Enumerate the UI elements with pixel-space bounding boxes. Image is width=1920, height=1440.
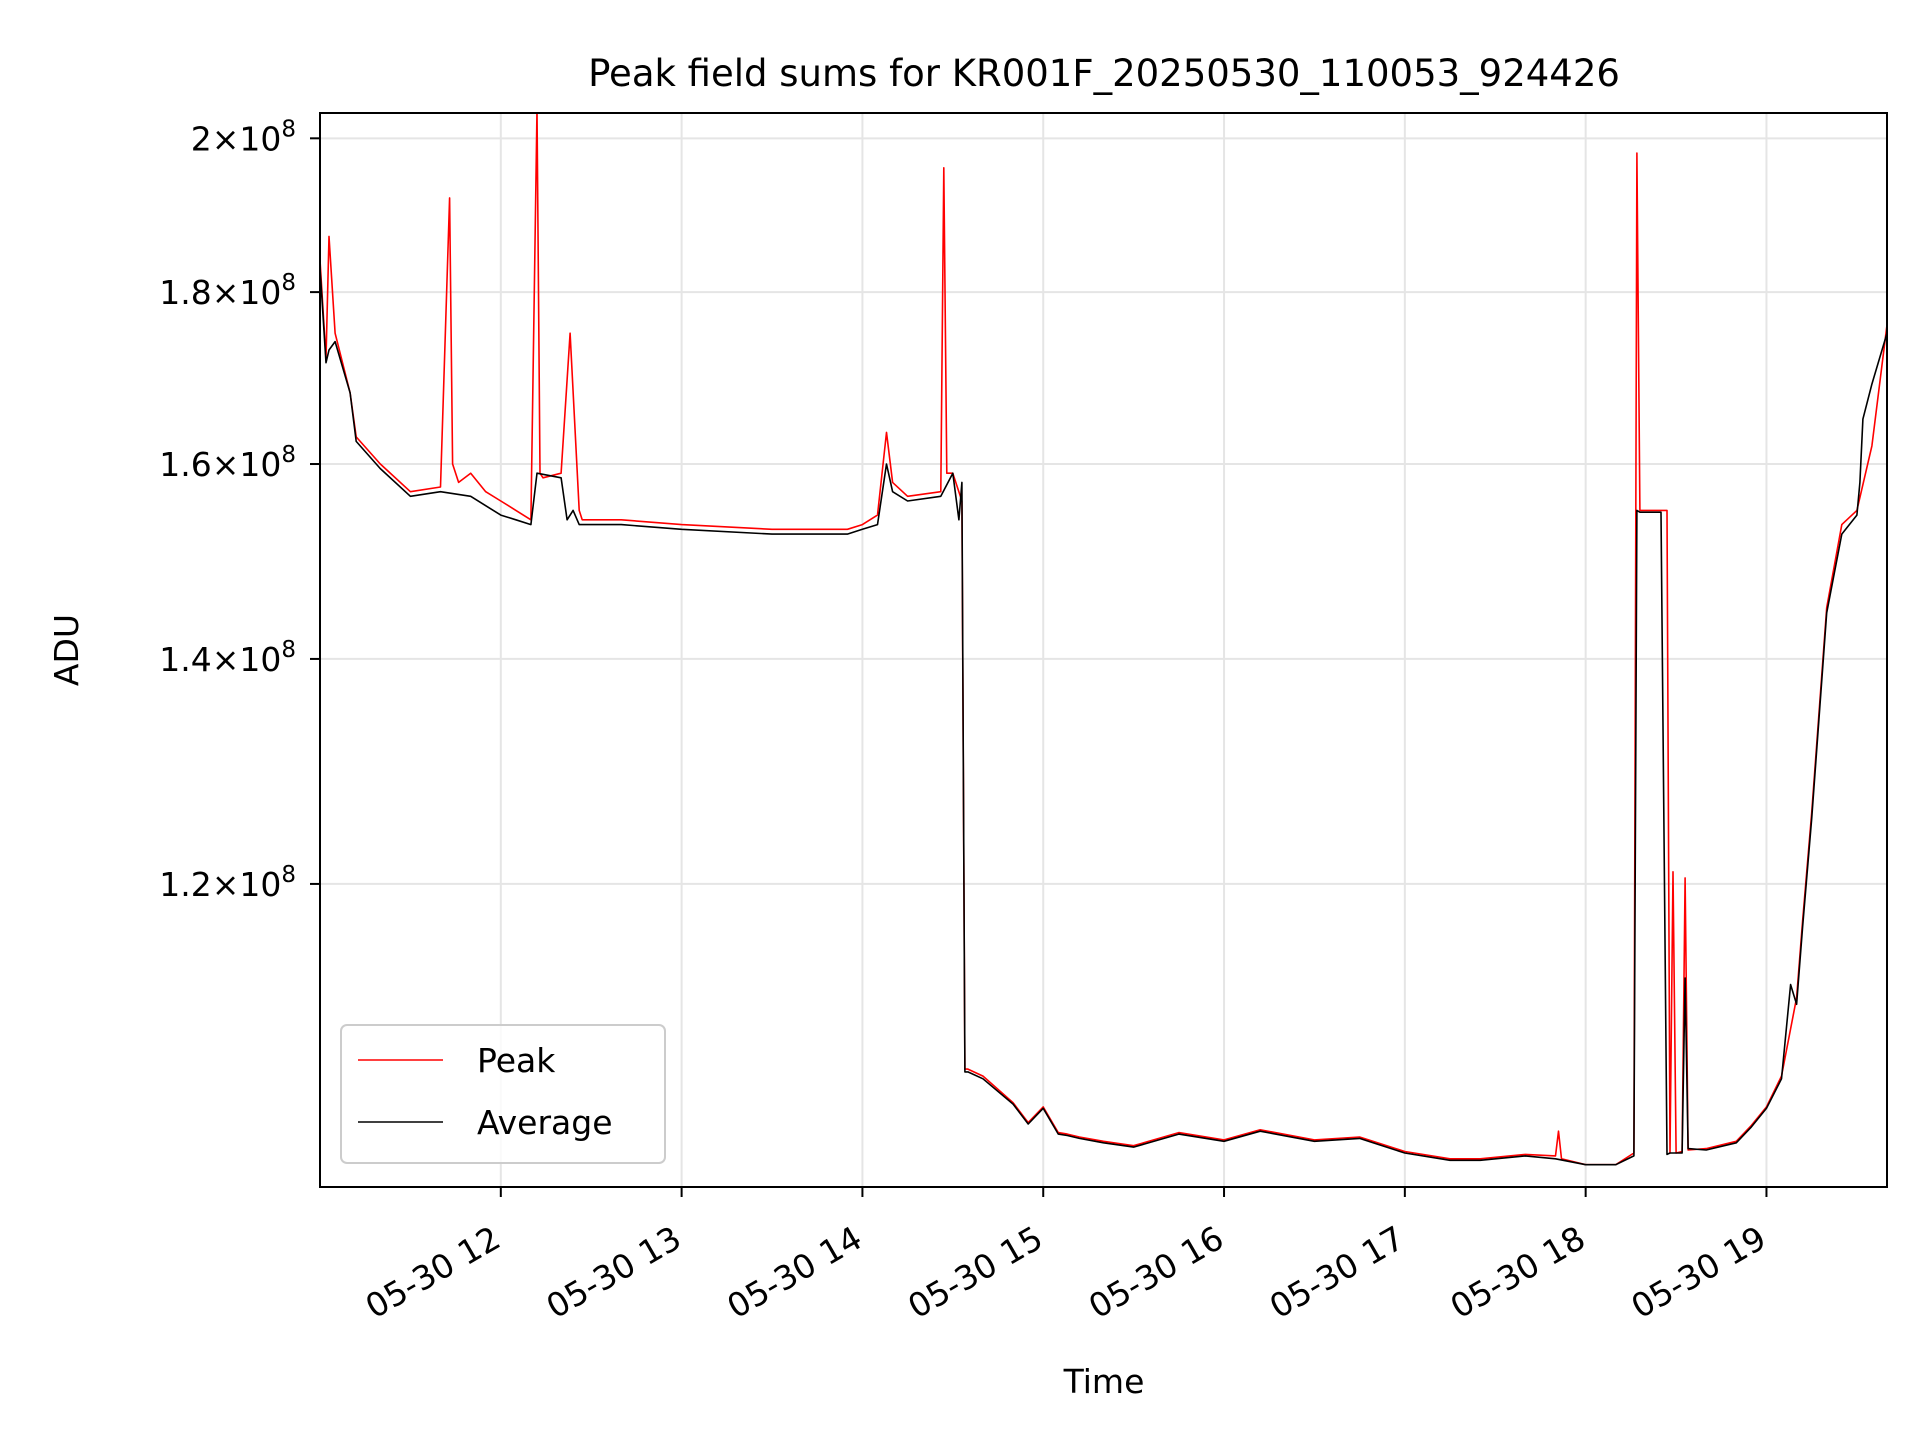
y-tick-label: 1.6×108	[159, 442, 296, 484]
grid-lines	[320, 113, 1887, 1187]
legend-label-peak: Peak	[477, 1041, 556, 1080]
y-axis-ticks: 1.2×108 1.4×108 1.6×108 1.8×108 2×108	[159, 116, 320, 904]
chart-title: Peak field sums for KR001F_20250530_1100…	[588, 52, 1620, 95]
series-line-average	[320, 267, 1887, 1166]
legend-label-average: Average	[477, 1103, 613, 1142]
series-layer	[320, 113, 1887, 1166]
plot-area-frame	[319, 112, 1888, 1188]
y-tick-label: 2×108	[191, 116, 296, 158]
y-tick-label: 1.2×108	[159, 862, 296, 904]
y-axis-label: ADU	[47, 614, 86, 686]
y-tick-label: 1.4×108	[159, 637, 296, 679]
x-axis-label: Time	[1063, 1362, 1145, 1401]
series-line-peak	[320, 113, 1887, 1166]
y-tick-label: 1.8×108	[159, 270, 296, 312]
legend: Peak Average	[340, 1024, 666, 1164]
